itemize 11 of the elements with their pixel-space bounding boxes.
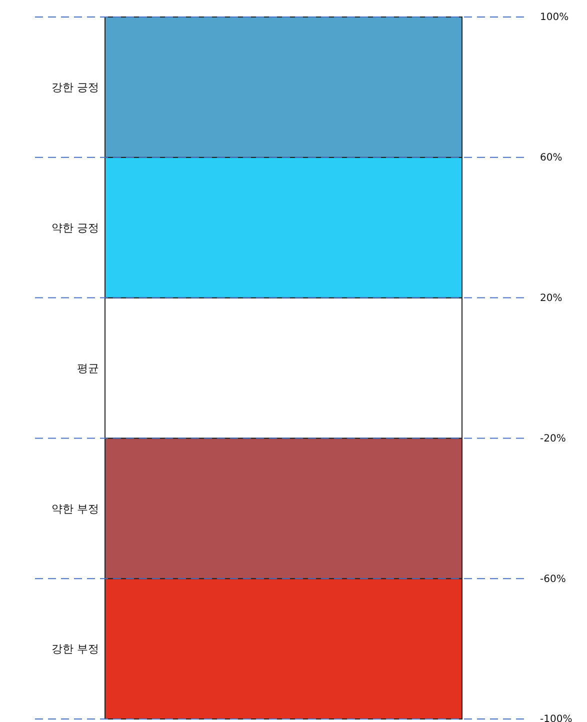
y-tick-label: -60% [540, 574, 566, 585]
series-label: 강한 부정 [52, 642, 99, 656]
series-label: 약한 부정 [52, 502, 99, 516]
y-tick-label: 100% [540, 12, 569, 24]
y-tick-label: 20% [540, 293, 562, 304]
series-label: 평균 [77, 362, 99, 375]
y-tick-label: 60% [540, 152, 562, 164]
y-tick-label: -100% [540, 714, 572, 722]
series-label: 강한 긍정 [52, 81, 99, 94]
y-tick-label: -20% [540, 433, 566, 444]
series-label: 약한 긍정 [52, 221, 99, 234]
